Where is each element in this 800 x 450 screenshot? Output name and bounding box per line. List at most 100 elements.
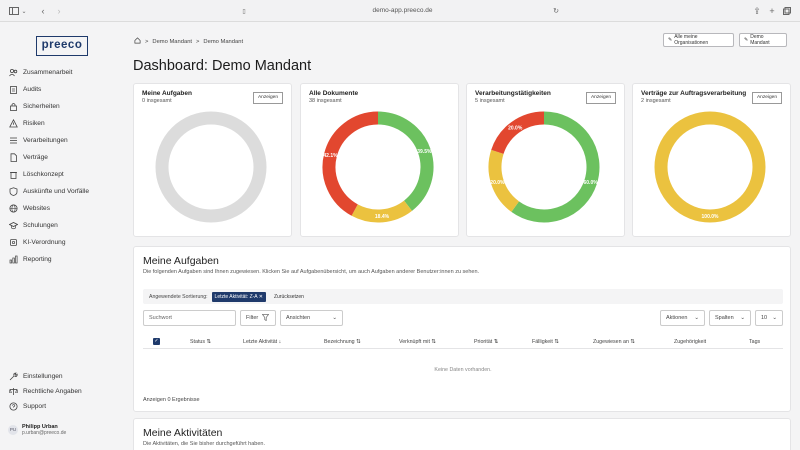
card-title: Verarbeitungstätigkeiten <box>475 90 551 97</box>
sidebar-item-schulungen[interactable]: Schulungen <box>9 219 58 232</box>
user-email: p.urban@preeco.de <box>22 430 67 436</box>
avatar: PU <box>8 425 18 435</box>
summary-card: Verträge zur Auftragsverarbeitung 2 insg… <box>632 83 791 237</box>
donut-slice[interactable] <box>322 111 379 216</box>
chart-icon <box>9 255 18 264</box>
tasks-section: Meine Aufgaben Die folgenden Aufgaben si… <box>133 246 791 412</box>
sort-bar: Angewendete Sortierung: Letzte Aktivität… <box>143 289 783 304</box>
shield-icon <box>9 187 18 196</box>
chevron-down-icon: ⌄ <box>772 315 777 321</box>
sidebar-item-label: Rechtliche Angaben <box>23 388 82 395</box>
reset-link[interactable]: Zurücksetzen <box>273 293 304 300</box>
sidebar: preeco Zusammenarbeit Audits Sicherheite… <box>0 22 126 450</box>
users-icon <box>9 68 18 77</box>
page-icon: ▯ <box>242 8 246 15</box>
show-button[interactable]: Anzeigen <box>751 92 782 104</box>
sidebar-item-label: Löschkonzept <box>23 171 64 178</box>
sidebar-item-verträge[interactable]: Verträge <box>9 151 48 164</box>
sidebar-toggle-icon[interactable] <box>8 5 20 17</box>
donut-chart: 100.0% <box>654 111 766 223</box>
column-header-name[interactable]: Bezeichnung ⇅ <box>324 339 361 345</box>
card-title: Meine Aufgaben <box>142 90 192 97</box>
section-description: Die folgenden Aufgaben sind Ihnen zugewi… <box>143 269 480 275</box>
column-header-priority[interactable]: Priorität ⇅ <box>474 339 499 345</box>
preeco-logo[interactable]: preeco <box>36 36 88 56</box>
donut-slice[interactable] <box>351 200 413 223</box>
sidebar-item-support[interactable]: Support <box>9 400 46 413</box>
sidebar-item-zusammenarbeit[interactable]: Zusammenarbeit <box>9 66 72 79</box>
column-header-due[interactable]: Fälligkeit ⇅ <box>532 339 559 345</box>
slice-label: 100.0% <box>702 214 720 220</box>
filter-icon <box>262 313 270 323</box>
show-button[interactable]: Anzeigen <box>252 92 283 104</box>
sidebar-item-label: Einstellungen <box>23 373 63 380</box>
show-button[interactable]: Anzeigen <box>585 92 616 104</box>
donut-slice[interactable] <box>488 149 520 212</box>
donut-slice[interactable] <box>511 111 600 223</box>
sidebar-item-auskünfte-und-vorfälle[interactable]: Auskünfte und Vorfälle <box>9 185 89 198</box>
sidebar-item-einstellungen[interactable]: Einstellungen <box>9 370 63 383</box>
user-profile[interactable]: PU Philipp Urban p.urban@preeco.de <box>8 424 66 436</box>
donut-slice[interactable] <box>377 111 434 211</box>
views-select[interactable]: Ansichten ⌄ <box>280 310 343 326</box>
donut-slice[interactable] <box>155 111 267 223</box>
sidebar-item-websites[interactable]: Websites <box>9 202 50 215</box>
column-header-tags[interactable]: Tags <box>749 339 761 345</box>
breadcrumb: > Demo Mandant > Demo Mandant <box>134 37 247 46</box>
sidebar-item-reporting[interactable]: Reporting <box>9 253 52 266</box>
column-header-status[interactable]: Status ⇅ <box>190 339 211 345</box>
slice-label: 20.0% <box>508 125 523 131</box>
tenant-button[interactable]: ✎ Demo Mandant <box>739 33 787 47</box>
sort-label: Angewendete Sortierung: <box>149 293 208 300</box>
column-header-last-activity[interactable]: Letzte Aktivität ↓ <box>243 339 282 345</box>
close-icon[interactable]: ✕ <box>258 293 263 300</box>
share-icon[interactable]: ⇪ <box>753 5 761 16</box>
sort-chip[interactable]: Letzte Aktivität: Z-A ✕ <box>211 291 266 302</box>
scale-icon <box>9 388 18 395</box>
breadcrumb-item[interactable]: Demo Mandant <box>152 38 193 45</box>
chevron-down-icon: ⌄ <box>332 315 337 321</box>
column-header-linked[interactable]: Verknüpft mit ⇅ <box>399 339 436 345</box>
page-size-select[interactable]: 10 ⌄ <box>755 310 783 326</box>
sidebar-item-ki-verordnung[interactable]: KI-Verordnung <box>9 236 66 249</box>
results-count: Anzeigen 0 Ergebnisse <box>143 397 200 403</box>
new-tab-icon[interactable]: + <box>769 6 775 16</box>
donut-slice[interactable] <box>491 111 545 155</box>
donut-chart <box>155 111 267 223</box>
sidebar-item-label: Websites <box>23 205 50 212</box>
back-icon[interactable]: ‹ <box>41 6 45 16</box>
lock-icon <box>10 103 17 111</box>
sidebar-item-risiken[interactable]: Risiken <box>9 117 45 130</box>
slice-label: 42.1% <box>323 153 338 159</box>
sidebar-item-verarbeitungen[interactable]: Verarbeitungen <box>9 134 68 147</box>
home-icon[interactable] <box>134 37 141 46</box>
columns-select[interactable]: Spalten ⌄ <box>709 310 751 326</box>
address-bar[interactable]: demo-app.preeco.de <box>372 7 433 14</box>
tabs-overview-icon[interactable] <box>782 5 792 17</box>
all-organizations-button[interactable]: ✎ Alle meine Organisationen <box>663 33 734 47</box>
activities-section: Meine Aktivitäten Die Aktivitäten, die S… <box>133 418 791 450</box>
main-content: > Demo Mandant > Demo Mandant ✎ Alle mei… <box>126 22 800 450</box>
column-header-assignee[interactable]: Zugewiesen an ⇅ <box>593 339 635 345</box>
warning-icon <box>9 119 18 128</box>
donut-slice[interactable] <box>654 111 766 223</box>
section-title: Meine Aufgaben <box>143 255 219 267</box>
search-input[interactable]: Suchwort <box>143 310 236 326</box>
reload-icon[interactable]: ↻ <box>553 8 559 15</box>
browser-toolbar: ⌄ ‹ › ▯ demo-app.preeco.de ↻ ⇪ + <box>0 0 800 22</box>
filter-button[interactable]: Filter <box>240 310 276 326</box>
sidebar-item-label: Verarbeitungen <box>23 137 68 144</box>
sidebar-item-audits[interactable]: Audits <box>9 83 41 96</box>
sidebar-item-rechtliche-angaben[interactable]: Rechtliche Angaben <box>9 385 82 398</box>
actions-select[interactable]: Aktionen ⌄ <box>660 310 705 326</box>
summary-card: Verarbeitungstätigkeiten 5 insgesamt Anz… <box>466 83 625 237</box>
wrench-icon <box>9 372 18 381</box>
sidebar-item-sicherheiten[interactable]: Sicherheiten <box>9 100 60 113</box>
breadcrumb-item[interactable]: Demo Mandant <box>203 38 244 45</box>
forward-icon[interactable]: › <box>57 6 61 16</box>
chevron-down-icon: ⌄ <box>740 315 745 321</box>
chevron-down-icon[interactable]: ⌄ <box>21 8 27 15</box>
sidebar-item-löschkonzept[interactable]: Löschkonzept <box>9 168 64 181</box>
column-header-affiliation[interactable]: Zugehörigkeit <box>674 339 707 345</box>
select-all-checkbox[interactable]: ✓ <box>153 338 160 345</box>
